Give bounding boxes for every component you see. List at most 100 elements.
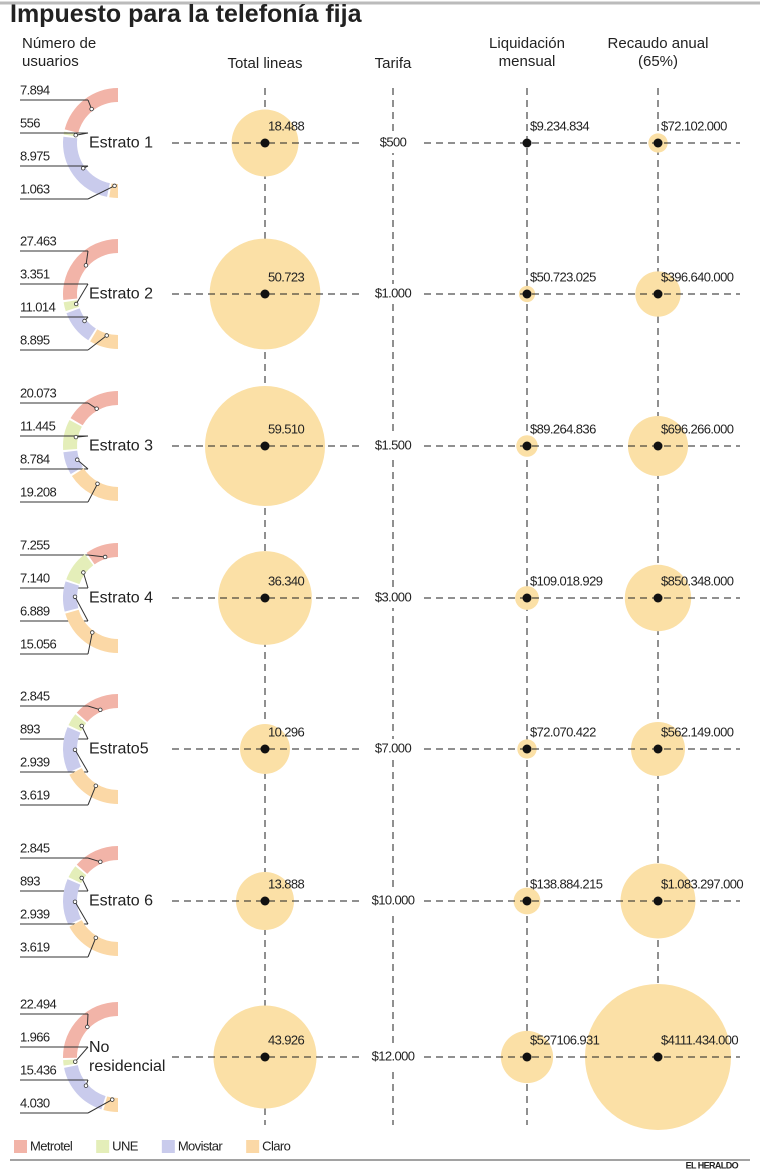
user-segment [90, 329, 118, 349]
user-label: 3.351 [20, 266, 50, 281]
user-segment [62, 239, 118, 301]
user-segment [63, 450, 83, 475]
column-header: Tarifa [374, 55, 412, 72]
row-label: Estrato5 [89, 740, 149, 758]
dot [260, 593, 270, 603]
leader [87, 554, 106, 558]
row-label: Estrato 6 [89, 892, 154, 910]
value-label: 36.340 [268, 573, 305, 588]
leader [87, 937, 97, 958]
tarifa-label: $12.000 [372, 1048, 415, 1063]
leader-dot [72, 899, 78, 904]
legend-swatch [96, 1140, 110, 1153]
user-label: 11.014 [20, 299, 56, 314]
dot [522, 441, 532, 451]
tarifa-bg [363, 739, 423, 759]
value-label: $50.723.025 [530, 269, 596, 284]
user-label: 15.436 [20, 1062, 57, 1077]
user-label: 3.619 [20, 939, 50, 954]
leader-dot [83, 263, 89, 268]
user-segment [86, 543, 118, 565]
user-segment [63, 136, 110, 197]
tarifa-label: $3.000 [375, 589, 412, 604]
row-label: Estrato 2 [89, 285, 154, 303]
tarifa-bg [363, 891, 423, 911]
leader [81, 877, 89, 892]
leader-dot [79, 723, 84, 729]
leader-dot [72, 594, 78, 599]
value-label: $89.264.836 [530, 421, 596, 436]
user-label: 2.845 [20, 840, 50, 855]
dot [653, 1052, 663, 1062]
leader [87, 785, 97, 806]
tarifa-bg [363, 133, 423, 153]
leader-dot [79, 875, 84, 881]
user-label: 8.784 [20, 451, 50, 466]
value-label: $72.070.422 [530, 724, 596, 739]
leader-dot [82, 318, 87, 324]
leader-dot [90, 630, 95, 635]
leader-dot [72, 747, 78, 752]
value-label: $138.884.215 [530, 876, 603, 891]
legend-swatch [161, 1140, 175, 1153]
dot [653, 744, 663, 754]
user-segment [62, 879, 82, 925]
dot [260, 138, 270, 148]
user-segment [66, 554, 94, 585]
user-label: 1.063 [20, 181, 50, 196]
leader-dot [75, 457, 80, 462]
legend-swatch [14, 1140, 27, 1153]
leader [87, 185, 115, 200]
leader [87, 632, 93, 655]
value-label: 50.723 [268, 269, 305, 284]
leader-dot [85, 1024, 90, 1030]
title: Impuesto para la telefonía fija [10, 0, 362, 28]
tarifa-bg [363, 436, 423, 456]
leader-dot [93, 783, 99, 789]
user-label: 3.619 [20, 787, 50, 802]
column-header: Número de usuarios [22, 35, 97, 70]
value-label: 13.888 [268, 876, 305, 891]
value-label: 59.510 [268, 421, 305, 436]
value-label: $696.266.000 [661, 421, 734, 436]
tarifa-bg [363, 1047, 423, 1067]
user-segment [62, 1002, 118, 1058]
dot [522, 744, 532, 754]
column-header: Total lineas [227, 55, 303, 72]
leader-dot [98, 859, 103, 865]
tarifa-label: $7.000 [375, 740, 412, 755]
value-label: $562.149.000 [661, 724, 734, 739]
leader-dot [95, 481, 100, 486]
legend-label: Claro [262, 1138, 290, 1153]
leader [87, 1099, 113, 1114]
source: EL HERALDO [686, 1160, 739, 1170]
value-label: $850.348.000 [661, 573, 734, 588]
dot [260, 896, 270, 906]
leader [81, 725, 89, 740]
user-label: 19.208 [20, 484, 57, 499]
leader-dot [94, 406, 99, 411]
legend-label: Metrotel [30, 1138, 73, 1153]
dot [522, 138, 532, 148]
dot [653, 593, 663, 603]
user-label: 8.895 [20, 332, 50, 347]
value-label: $72.102.000 [661, 118, 727, 133]
tarifa-label: $500 [380, 134, 407, 149]
leader [74, 901, 89, 925]
user-label: 556 [20, 115, 40, 130]
user-label: 2.845 [20, 688, 50, 703]
user-label: 22.494 [20, 996, 57, 1011]
value-label: $4111.434.000 [661, 1032, 738, 1047]
dot [260, 289, 270, 299]
user-segment [70, 391, 118, 426]
user-segment [71, 468, 118, 501]
user-label: 893 [20, 873, 40, 888]
legend-swatch [246, 1140, 260, 1153]
leader-dot [81, 570, 86, 575]
value-label: $9.234.834 [530, 118, 589, 133]
user-segment [66, 308, 96, 341]
dot [260, 744, 270, 754]
user-label: 2.939 [20, 754, 50, 769]
